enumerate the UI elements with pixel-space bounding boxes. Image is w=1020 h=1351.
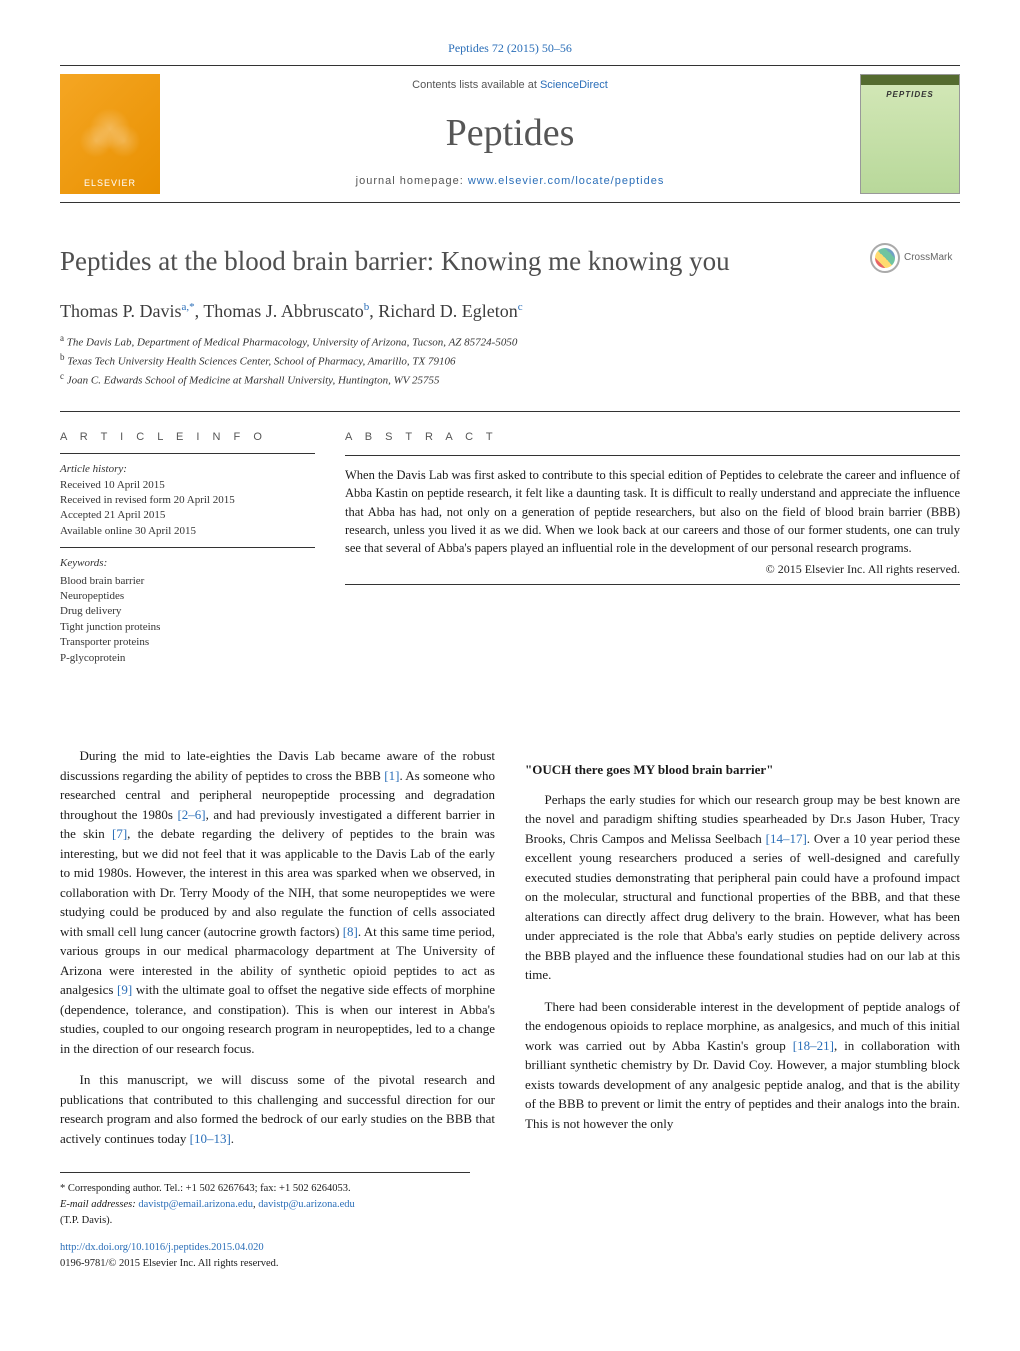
corresponding-author-block: * Corresponding author. Tel.: +1 502 626… [60, 1172, 470, 1272]
author-1: Thomas P. Davis [60, 301, 182, 321]
cite-14-17[interactable]: [14–17] [766, 831, 807, 846]
author-1-aff: a,* [182, 301, 195, 313]
history-online: Available online 30 April 2015 [60, 524, 315, 539]
corr-name: (T.P. Davis). [60, 1213, 470, 1229]
keywords-section: Keywords: Blood brain barrierNeuropeptid… [60, 547, 315, 666]
cite-18-21[interactable]: [18–21] [793, 1038, 834, 1053]
body-text: During the mid to late-eighties the Davi… [60, 746, 960, 1272]
author-3-aff: c [518, 301, 523, 313]
keywords-list: Blood brain barrierNeuropeptidesDrug del… [60, 574, 315, 666]
cover-title: PEPTIDES [886, 89, 934, 100]
journal-header: ELSEVIER Contents lists available at Sci… [60, 74, 960, 194]
homepage-link[interactable]: www.elsevier.com/locate/peptides [468, 175, 664, 187]
abstract-bottom-rule [345, 584, 960, 585]
cite-10-13[interactable]: [10–13] [190, 1131, 231, 1146]
article-info-head: A R T I C L E I N F O [60, 430, 315, 445]
homepage-line: journal homepage: www.elsevier.com/locat… [170, 174, 850, 189]
journal-name: Peptides [170, 107, 850, 160]
history-revised: Received in revised form 20 April 2015 [60, 493, 315, 508]
corr-email-line: E-mail addresses: davistp@email.arizona.… [60, 1197, 470, 1213]
journal-cover-thumb: PEPTIDES [860, 74, 960, 194]
rule-top-2 [60, 202, 960, 203]
body-p1: During the mid to late-eighties the Davi… [60, 746, 495, 1058]
cite-7[interactable]: [7] [112, 826, 127, 841]
abstract-text: When the Davis Lab was first asked to co… [345, 455, 960, 557]
cite-2-6[interactable]: [2–6] [177, 807, 205, 822]
affiliation-c: c Joan C. Edwards School of Medicine at … [60, 370, 960, 389]
crossmark-icon [870, 243, 900, 273]
affiliations: a The Davis Lab, Department of Medical P… [60, 332, 960, 389]
keyword-item: P-glycoprotein [60, 651, 315, 666]
body-p2: In this manuscript, we will discuss some… [60, 1070, 495, 1148]
cite-1[interactable]: [1] [384, 768, 399, 783]
cover-strip [861, 75, 959, 85]
contents-prefix: Contents lists available at [412, 79, 540, 91]
affiliation-b: b Texas Tech University Health Sciences … [60, 351, 960, 370]
history-accepted: Accepted 21 April 2015 [60, 508, 315, 523]
elsevier-logo: ELSEVIER [60, 74, 160, 194]
section-heading-ouch: "OUCH there goes MY blood brain barrier" [525, 760, 960, 780]
keyword-item: Transporter proteins [60, 635, 315, 650]
body-p4: There had been considerable interest in … [525, 997, 960, 1134]
cite-8[interactable]: [8] [343, 924, 358, 939]
elsevier-logo-label: ELSEVIER [84, 177, 136, 190]
doi-block: http://dx.doi.org/10.1016/j.peptides.201… [60, 1240, 470, 1272]
keyword-item: Drug delivery [60, 604, 315, 619]
elsevier-tree-icon [75, 97, 145, 177]
article-title: Peptides at the blood brain barrier: Kno… [60, 243, 870, 281]
contents-line: Contents lists available at ScienceDirec… [170, 78, 850, 93]
abstract-head: A B S T R A C T [345, 430, 960, 445]
keywords-label: Keywords: [60, 556, 315, 571]
sciencedirect-link[interactable]: ScienceDirect [540, 79, 608, 91]
running-citation: Peptides 72 (2015) 50–56 [60, 40, 960, 57]
author-line: Thomas P. Davisa,*, Thomas J. Abbruscato… [60, 299, 960, 324]
author-3: , Richard D. Egleton [369, 301, 517, 321]
keyword-item: Tight junction proteins [60, 620, 315, 635]
history-label: Article history: [60, 462, 315, 477]
doi-link[interactable]: http://dx.doi.org/10.1016/j.peptides.201… [60, 1240, 470, 1256]
crossmark-badge[interactable]: CrossMark [870, 243, 960, 273]
issn-line: 0196-9781/© 2015 Elsevier Inc. All right… [60, 1256, 470, 1272]
keyword-item: Blood brain barrier [60, 574, 315, 589]
article-history: Article history: Received 10 April 2015 … [60, 453, 315, 539]
history-received: Received 10 April 2015 [60, 478, 315, 493]
email-2[interactable]: davistp@u.arizona.edu [258, 1199, 355, 1210]
author-2: , Thomas J. Abbruscato [195, 301, 364, 321]
abstract-copyright: © 2015 Elsevier Inc. All rights reserved… [345, 561, 960, 578]
homepage-prefix: journal homepage: [356, 175, 468, 187]
crossmark-label: CrossMark [904, 251, 952, 265]
cite-9[interactable]: [9] [117, 982, 132, 997]
keyword-item: Neuropeptides [60, 589, 315, 604]
email-1[interactable]: davistp@email.arizona.edu [138, 1199, 253, 1210]
body-p3: Perhaps the early studies for which our … [525, 790, 960, 985]
corr-author-line: * Corresponding author. Tel.: +1 502 626… [60, 1181, 470, 1197]
affiliation-a: a The Davis Lab, Department of Medical P… [60, 332, 960, 351]
article-info-column: A R T I C L E I N F O Article history: R… [60, 430, 315, 666]
abstract-column: A B S T R A C T When the Davis Lab was f… [345, 430, 960, 666]
rule-top-1 [60, 65, 960, 66]
